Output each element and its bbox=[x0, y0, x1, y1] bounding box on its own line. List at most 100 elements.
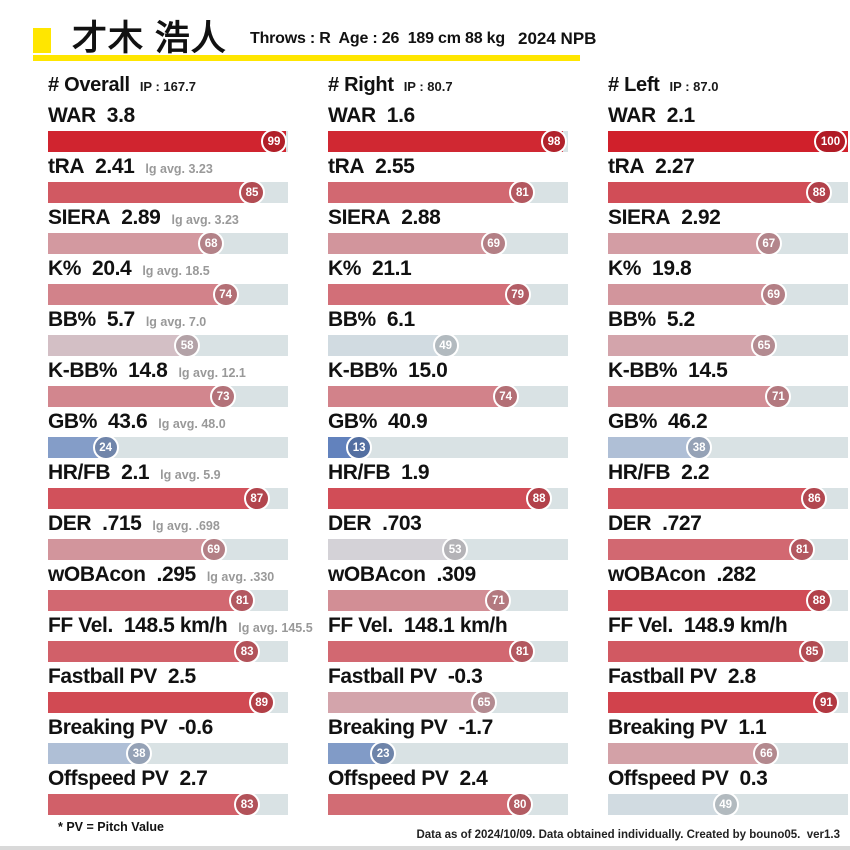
percentile-bar-track: 69 bbox=[328, 231, 568, 256]
percentile-bar-track: 38 bbox=[48, 741, 288, 766]
percentile-bar-track: 23 bbox=[328, 741, 568, 766]
stat-row: BB% 5.7 lg avg. 7.0 58 bbox=[48, 306, 288, 358]
league-average-label: lg avg. 12.1 bbox=[178, 366, 246, 380]
stat-columns: # Overall IP : 167.7 WAR 3.8 99 tRA 2.41 lg a… bbox=[48, 74, 848, 817]
stat-row: DER .703 53 bbox=[328, 510, 568, 562]
percentile-badge: 71 bbox=[765, 384, 792, 409]
stat-row: Offspeed PV 0.3 49 bbox=[608, 765, 848, 817]
stat-name: Breaking PV bbox=[48, 716, 168, 739]
stat-value: 15.0 bbox=[408, 359, 448, 382]
percentile-bar-fill bbox=[48, 794, 248, 815]
stat-name: wOBAcon bbox=[608, 563, 706, 586]
stat-value: 14.8 bbox=[128, 359, 168, 382]
stat-row: tRA 2.27 88 bbox=[608, 153, 848, 205]
percentile-bar-track: 49 bbox=[608, 792, 848, 817]
percentile-bar-fill bbox=[328, 131, 564, 152]
percentile-bar-fill bbox=[328, 284, 518, 305]
innings-pitched-label: IP : 167.7 bbox=[139, 79, 196, 94]
league-average-label: lg avg. 7.0 bbox=[145, 315, 207, 329]
stat-label: DER .715 lg avg. .698 bbox=[48, 510, 288, 539]
stat-value: 19.8 bbox=[652, 257, 692, 280]
stat-value: -1.7 bbox=[458, 716, 493, 739]
stat-value: 2.89 bbox=[121, 206, 161, 229]
percentile-bar-fill bbox=[48, 233, 212, 254]
column-header: # Right IP : 80.7 bbox=[328, 74, 568, 100]
stat-label: wOBAcon .309 bbox=[328, 561, 568, 590]
stat-row: GB% 46.2 38 bbox=[608, 408, 848, 460]
stat-row: GB% 40.9 13 bbox=[328, 408, 568, 460]
column-left: # Left IP : 87.0 WAR 2.1 100 tRA 2.27 88 SIERA… bbox=[608, 74, 848, 817]
percentile-badge: 81 bbox=[509, 639, 536, 664]
stat-name: Fastball PV bbox=[328, 665, 437, 688]
stat-label: WAR 1.6 bbox=[328, 102, 568, 131]
percentile-bar-track: 81 bbox=[328, 639, 568, 664]
player-name: 才木 浩人 bbox=[72, 19, 227, 58]
stat-name: Fastball PV bbox=[608, 665, 717, 688]
stat-name: Breaking PV bbox=[608, 716, 728, 739]
stat-row: DER .727 81 bbox=[608, 510, 848, 562]
stat-label: Fastball PV 2.5 bbox=[48, 663, 288, 692]
stat-value: 2.1 bbox=[121, 461, 150, 484]
percentile-bar-track: 83 bbox=[48, 639, 288, 664]
stat-label: K% 20.4 lg avg. 18.5 bbox=[48, 255, 288, 284]
percentile-bar-fill bbox=[608, 488, 815, 509]
percentile-bar-track: 85 bbox=[48, 180, 288, 205]
percentile-bar-fill bbox=[328, 539, 456, 560]
percentile-badge: 79 bbox=[504, 282, 531, 307]
stat-name: BB% bbox=[328, 308, 376, 331]
stat-value: .727 bbox=[662, 512, 702, 535]
stat-label: FF Vel. 148.1 km/h bbox=[328, 612, 568, 641]
stat-label: Breaking PV 1.1 bbox=[608, 714, 848, 743]
percentile-bar-track: 49 bbox=[328, 333, 568, 358]
stat-label: Breaking PV -0.6 bbox=[48, 714, 288, 743]
stat-name: K% bbox=[48, 257, 82, 280]
percentile-bar-fill bbox=[328, 590, 499, 611]
stat-value: 5.2 bbox=[666, 308, 695, 331]
season-label: 2024 NPB bbox=[518, 29, 597, 48]
percentile-badge: 49 bbox=[432, 333, 459, 358]
stat-label: HR/FB 2.2 bbox=[608, 459, 848, 488]
percentile-bar-fill bbox=[608, 692, 827, 713]
stat-label: Offspeed PV 2.7 bbox=[48, 765, 288, 794]
percentile-badge: 89 bbox=[248, 690, 275, 715]
stat-name: wOBAcon bbox=[328, 563, 426, 586]
percentile-badge: 65 bbox=[751, 333, 777, 358]
percentile-bar-track: 88 bbox=[608, 588, 848, 613]
stat-label: GB% 46.2 bbox=[608, 408, 848, 437]
percentile-badge: 49 bbox=[712, 792, 739, 817]
stat-name: Breaking PV bbox=[328, 716, 448, 739]
percentile-bar-fill bbox=[608, 284, 774, 305]
stat-value: 40.9 bbox=[387, 410, 428, 433]
stat-name: BB% bbox=[48, 308, 96, 331]
stat-value: 2.7 bbox=[179, 767, 208, 790]
stat-name: GB% bbox=[328, 410, 377, 433]
stat-name: K-BB% bbox=[48, 359, 118, 382]
stat-row: wOBAcon .295 lg avg. .330 81 bbox=[48, 561, 288, 613]
accent-square bbox=[33, 28, 51, 53]
stat-row: K-BB% 14.5 71 bbox=[608, 357, 848, 409]
stat-row: K% 19.8 69 bbox=[608, 255, 848, 307]
percentile-badge: 67 bbox=[755, 231, 782, 256]
stat-name: Offspeed PV bbox=[328, 767, 449, 790]
percentile-badge: 98 bbox=[541, 129, 567, 154]
percentile-bar-track: 65 bbox=[328, 690, 568, 715]
percentile-bar-track: 99 bbox=[48, 129, 288, 154]
percentile-badge: 83 bbox=[234, 639, 261, 664]
stat-row: BB% 6.1 49 bbox=[328, 306, 568, 358]
stat-name: GB% bbox=[608, 410, 657, 433]
stat-label: wOBAcon .295 lg avg. .330 bbox=[48, 561, 288, 590]
stat-row: WAR 2.1 100 bbox=[608, 102, 848, 154]
stat-label: BB% 6.1 bbox=[328, 306, 568, 335]
percentile-bar-track: 85 bbox=[608, 639, 848, 664]
stat-label: K-BB% 14.8 lg avg. 12.1 bbox=[48, 357, 288, 386]
stat-name: tRA bbox=[48, 155, 85, 178]
stat-name: Offspeed PV bbox=[48, 767, 169, 790]
percentile-bar-fill bbox=[608, 743, 767, 764]
stat-value: .309 bbox=[436, 563, 477, 586]
league-average-label: lg avg. 48.0 bbox=[158, 417, 226, 431]
stat-value: 0.3 bbox=[739, 767, 768, 790]
percentile-bar-fill bbox=[608, 437, 700, 458]
stat-name: SIERA bbox=[48, 206, 111, 229]
stat-label: FF Vel. 148.5 km/h lg avg. 145.5 bbox=[48, 612, 313, 641]
stat-label: GB% 40.9 bbox=[328, 408, 568, 437]
